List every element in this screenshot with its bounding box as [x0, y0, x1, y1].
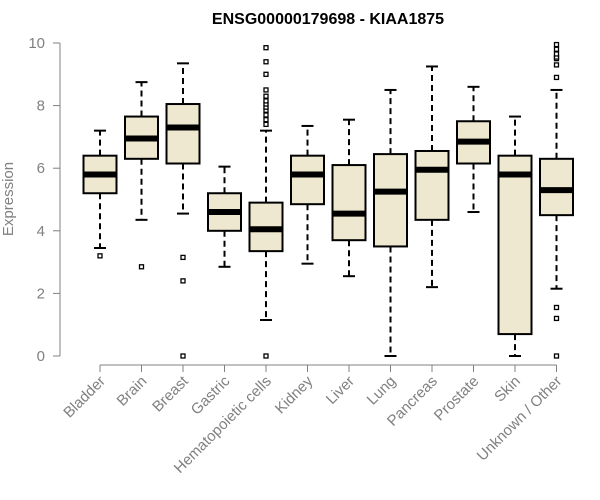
outlier-point	[263, 45, 269, 51]
outlier-point	[97, 253, 103, 259]
x-tick-label: Bladder	[60, 373, 109, 422]
outlier-point	[553, 74, 560, 81]
box-prostate	[456, 85, 491, 214]
box-gastric	[207, 165, 242, 268]
y-tick-label: 2	[37, 285, 45, 302]
outlier-point	[263, 112, 269, 118]
outlier-point	[553, 353, 560, 359]
box-breast	[165, 62, 201, 359]
y-tick-label: 8	[37, 98, 45, 115]
box-brain	[124, 81, 159, 270]
x-tick-label: Lung	[364, 373, 400, 409]
y-tick-label: 10	[28, 35, 45, 52]
y-axis: 0 2 4 6 8 10	[28, 35, 61, 365]
x-tick-label: Breast	[149, 372, 192, 415]
outlier-point	[263, 87, 269, 93]
box-bladder	[82, 129, 118, 259]
box-kidney	[290, 124, 325, 265]
box-skin	[497, 115, 533, 357]
outlier-point	[263, 353, 269, 359]
x-tick-label: Liver	[323, 373, 358, 408]
y-tick-label: 6	[37, 160, 45, 177]
box-pancreas	[414, 65, 450, 289]
box-hematopoietic-cells	[248, 45, 284, 359]
outlier-point	[263, 121, 269, 128]
outlier-point	[138, 264, 145, 270]
iqr-box	[497, 154, 533, 336]
y-tick-label: 0	[37, 348, 45, 365]
chart-title: ENSG00000179698 - KIAA1875	[212, 11, 444, 28]
iqr-box	[331, 164, 367, 242]
x-tick-label: Kidney	[272, 372, 317, 417]
iqr-box	[290, 154, 325, 206]
outlier-point	[263, 98, 269, 104]
outlier-point	[553, 41, 560, 48]
iqr-box	[414, 149, 450, 221]
box-unknown-other	[539, 41, 574, 359]
x-tick-label: Prostate	[431, 373, 483, 425]
iqr-box	[373, 153, 408, 248]
x-tick-label: Skin	[491, 373, 524, 406]
iqr-box	[165, 103, 201, 165]
outlier-point	[553, 304, 560, 311]
outlier-point	[263, 93, 269, 99]
box-liver	[331, 118, 367, 278]
outlier-point	[263, 117, 269, 123]
outlier-point	[553, 51, 560, 57]
outlier-point	[553, 46, 560, 52]
outlier-point	[263, 71, 269, 77]
boxes-group	[82, 41, 574, 359]
iqr-box	[539, 157, 574, 217]
outlier-point	[180, 254, 186, 261]
outlier-point	[180, 353, 186, 359]
y-axis-label: Expression	[0, 162, 17, 236]
outlier-point	[553, 315, 560, 322]
outlier-point	[263, 59, 269, 65]
x-tick-label: Brain	[114, 373, 151, 410]
outlier-point	[553, 62, 560, 68]
y-tick-label: 4	[37, 223, 45, 240]
outlier-point	[180, 278, 186, 284]
box-lung	[373, 88, 408, 357]
